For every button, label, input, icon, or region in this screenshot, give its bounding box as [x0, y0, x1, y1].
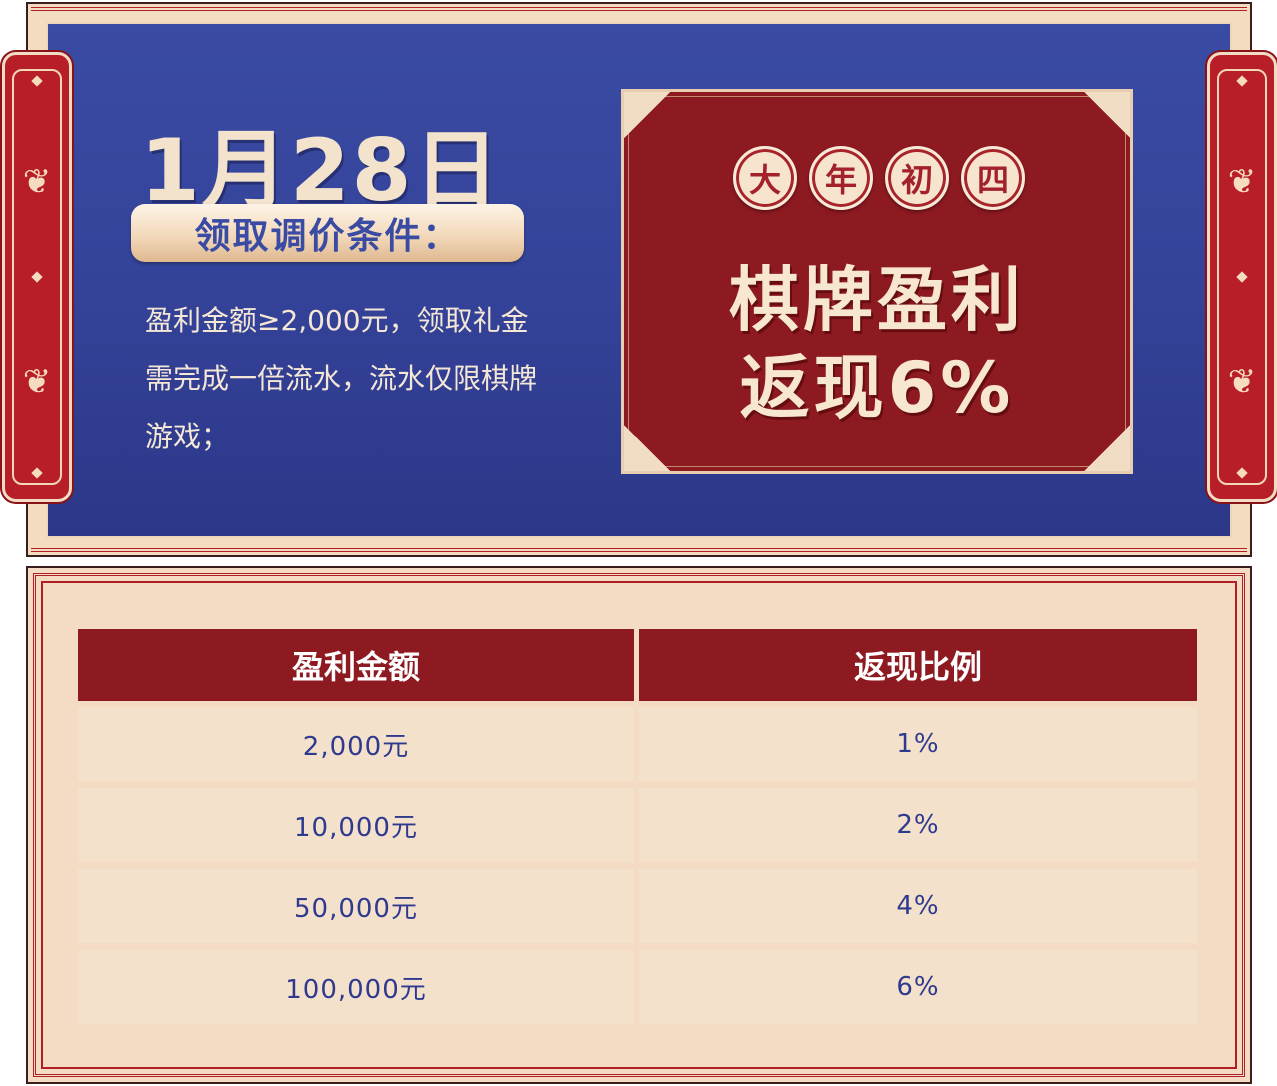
table-header: 盈利金额 返现比例	[78, 629, 1197, 701]
condition-title: 领取调价条件：	[194, 216, 461, 257]
header-cashback-rate: 返现比例	[639, 629, 1197, 701]
promo-subheadline: 返现6%	[739, 347, 1015, 429]
promo-card: 大 年 初 四 棋牌盈利 返现6%	[621, 89, 1133, 474]
wheat-icon: ❦	[1227, 162, 1257, 202]
right-scroll-decoration: ❦ ❦	[1207, 52, 1277, 502]
day-badge: 初	[885, 146, 949, 210]
day-badges: 大 年 初 四	[733, 146, 1025, 210]
profit-amount-cell: 50,000元	[78, 869, 634, 943]
day-badge: 大	[733, 146, 797, 210]
left-scroll-decoration: ❦ ❦	[2, 52, 72, 502]
profit-amount-cell: 2,000元	[78, 707, 634, 781]
cashback-rate-cell: 6%	[639, 950, 1197, 1024]
table-row: 2,000元 1%	[78, 707, 1197, 781]
table-row: 10,000元 2%	[78, 788, 1197, 862]
day-badge: 年	[809, 146, 873, 210]
profit-amount-cell: 100,000元	[78, 950, 634, 1024]
cashback-rate-cell: 1%	[639, 707, 1197, 781]
table-row: 50,000元 4%	[78, 869, 1197, 943]
wheat-icon: ❦	[1227, 362, 1257, 402]
cashback-rate-cell: 4%	[639, 869, 1197, 943]
header-profit-amount: 盈利金额	[78, 629, 634, 701]
day-badge: 四	[961, 146, 1025, 210]
promo-headline: 棋牌盈利	[729, 259, 1025, 341]
cashback-rate-cell: 2%	[639, 788, 1197, 862]
wheat-icon: ❦	[22, 162, 52, 202]
wheat-icon: ❦	[22, 362, 52, 402]
condition-title-pill: 领取调价条件：	[131, 204, 524, 262]
profit-amount-cell: 10,000元	[78, 788, 634, 862]
table-row: 100,000元 6%	[78, 950, 1197, 1024]
condition-description: 盈利金额≥2,000元，领取礼金需完成一倍流水，流水仅限棋牌游戏；	[145, 304, 538, 453]
cashback-table: 盈利金额 返现比例 2,000元 1% 10,000元 2% 50,000元 4…	[78, 629, 1197, 1031]
